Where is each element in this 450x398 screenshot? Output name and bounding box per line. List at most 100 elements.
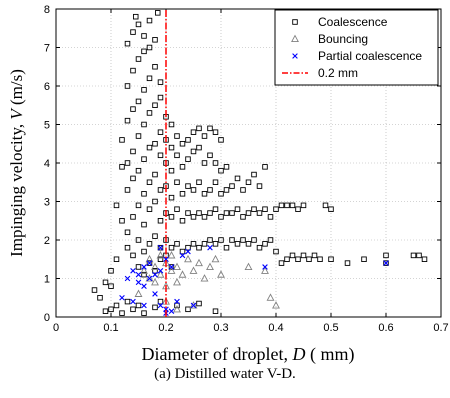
data-point bbox=[223, 210, 230, 216]
data-point bbox=[278, 260, 285, 266]
data-point bbox=[130, 306, 136, 313]
data-point bbox=[185, 156, 191, 162]
data-point bbox=[207, 210, 213, 216]
data-point bbox=[168, 264, 175, 270]
data-point bbox=[102, 279, 109, 286]
data-point bbox=[196, 244, 202, 251]
data-point bbox=[141, 283, 147, 289]
data-point bbox=[229, 237, 235, 243]
data-point bbox=[245, 179, 252, 185]
data-point bbox=[141, 302, 147, 309]
x-tick-label: 0.6 bbox=[378, 322, 393, 334]
data-point bbox=[141, 121, 147, 128]
data-point bbox=[167, 251, 176, 259]
data-point bbox=[152, 63, 158, 70]
data-point bbox=[278, 202, 285, 209]
data-marks bbox=[91, 9, 428, 317]
data-point bbox=[240, 214, 246, 220]
data-point bbox=[97, 295, 103, 301]
data-point bbox=[174, 302, 180, 309]
data-point bbox=[190, 148, 197, 155]
data-point bbox=[212, 160, 219, 166]
data-point bbox=[141, 248, 147, 255]
data-point bbox=[130, 67, 136, 74]
x-axis-title: Diameter of droplet, D ( mm) bbox=[142, 344, 355, 365]
data-point bbox=[195, 258, 203, 267]
data-point bbox=[157, 302, 164, 309]
data-point bbox=[196, 125, 202, 132]
data-point bbox=[163, 256, 169, 263]
data-point bbox=[185, 210, 191, 216]
legend-label: Partial coalescence bbox=[318, 49, 422, 63]
x-tick-label: 0.4 bbox=[268, 322, 283, 334]
data-point bbox=[108, 268, 114, 274]
data-point bbox=[218, 137, 224, 143]
data-point bbox=[184, 254, 192, 263]
data-point bbox=[152, 268, 158, 274]
data-point bbox=[157, 187, 164, 193]
data-point bbox=[108, 283, 114, 289]
data-point bbox=[262, 241, 268, 247]
data-point bbox=[168, 264, 175, 270]
data-point bbox=[240, 187, 246, 193]
data-point bbox=[151, 262, 159, 270]
data-point bbox=[132, 13, 139, 20]
data-point bbox=[168, 167, 175, 174]
data-point bbox=[174, 179, 180, 185]
series-bouncing bbox=[134, 251, 280, 313]
data-point bbox=[189, 301, 198, 309]
data-point bbox=[223, 244, 230, 251]
legend-marker bbox=[291, 34, 299, 43]
data-point bbox=[218, 191, 224, 197]
data-point bbox=[174, 206, 180, 212]
data-point bbox=[141, 48, 147, 55]
data-point bbox=[174, 298, 180, 305]
data-point bbox=[146, 110, 153, 116]
x-tick-label: 0 bbox=[53, 322, 59, 334]
data-point bbox=[141, 87, 147, 93]
data-point bbox=[157, 129, 164, 135]
data-point bbox=[140, 266, 148, 274]
data-point bbox=[135, 21, 142, 28]
data-point bbox=[207, 187, 213, 193]
data-point bbox=[141, 191, 147, 197]
data-point bbox=[173, 262, 181, 270]
data-point bbox=[223, 164, 230, 170]
data-point bbox=[130, 29, 136, 35]
data-point bbox=[261, 266, 269, 274]
data-point bbox=[383, 260, 389, 266]
data-point bbox=[146, 275, 153, 282]
data-point bbox=[124, 160, 131, 166]
y-tick-label: 2 bbox=[44, 235, 50, 247]
data-point bbox=[217, 270, 225, 278]
data-point bbox=[119, 294, 125, 301]
data-point bbox=[141, 310, 147, 316]
data-point bbox=[207, 152, 213, 159]
legend-label: 0.2 mm bbox=[318, 66, 358, 80]
data-point bbox=[157, 94, 164, 101]
data-point bbox=[344, 260, 351, 266]
data-point bbox=[201, 214, 208, 220]
data-point bbox=[200, 274, 209, 282]
data-point bbox=[157, 256, 164, 263]
data-point bbox=[152, 291, 158, 297]
data-point bbox=[124, 275, 131, 282]
data-point bbox=[190, 214, 197, 220]
data-point bbox=[141, 221, 147, 228]
data-point bbox=[212, 241, 219, 247]
data-point bbox=[119, 137, 125, 143]
data-point bbox=[135, 202, 142, 209]
data-point bbox=[295, 256, 301, 263]
data-point bbox=[317, 256, 323, 263]
data-point bbox=[262, 206, 268, 212]
data-point bbox=[135, 302, 142, 309]
y-axis-title: Impinging velocity, V (m/s) bbox=[7, 69, 26, 257]
data-point bbox=[190, 187, 197, 193]
data-point bbox=[146, 144, 153, 151]
data-point bbox=[211, 254, 220, 263]
data-point bbox=[141, 264, 147, 270]
data-point bbox=[130, 106, 136, 112]
data-point bbox=[284, 202, 290, 209]
data-point bbox=[157, 298, 164, 305]
data-point bbox=[196, 210, 202, 216]
